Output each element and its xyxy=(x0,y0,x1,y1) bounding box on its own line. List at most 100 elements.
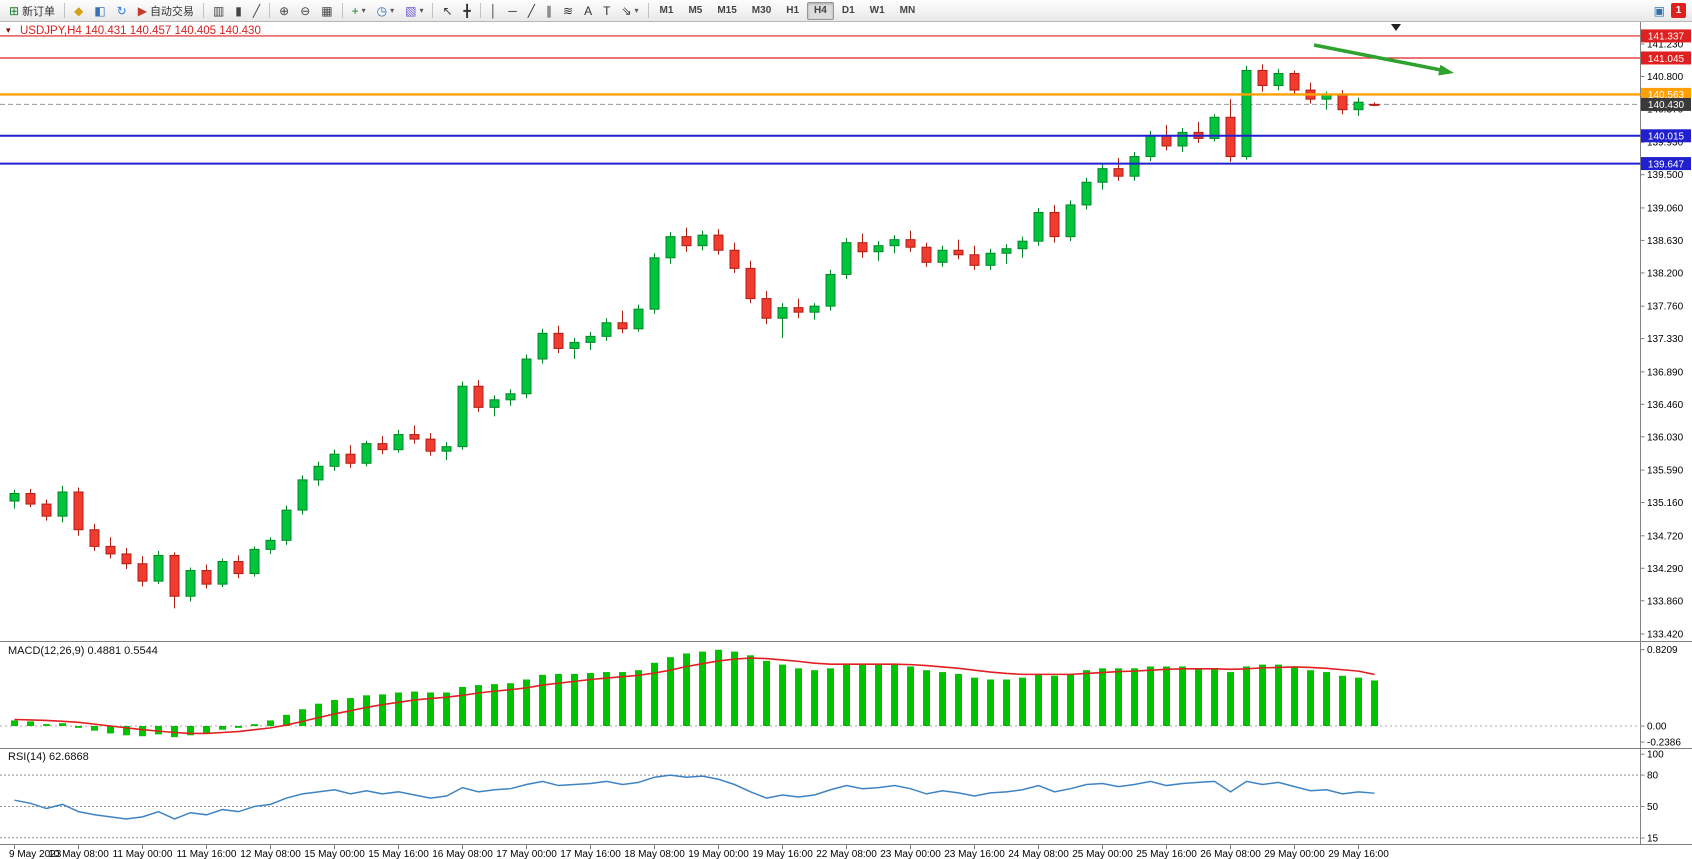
tile-windows-icon: ▦ xyxy=(321,3,333,18)
vertical-line-button[interactable]: │ xyxy=(485,2,503,20)
timeframe-m30-button[interactable]: M30 xyxy=(745,2,778,20)
toolbar-separator xyxy=(432,3,434,18)
autotrading-button-label: 自动交易 xyxy=(149,5,194,18)
candlestick-chart-icon: ▮ xyxy=(235,3,242,18)
price-tag: 141.337 xyxy=(1641,29,1691,43)
chart-candles-button[interactable]: ▮ xyxy=(230,2,247,20)
svg-text:139.060: 139.060 xyxy=(1647,203,1684,214)
arrow-annotation[interactable] xyxy=(1313,43,1454,76)
indicators-button[interactable]: + ▾ xyxy=(347,2,371,20)
svg-text:25 May 00:00: 25 May 00:00 xyxy=(1072,849,1133,859)
svg-text:139.500: 139.500 xyxy=(1647,170,1684,181)
toolbar: ⊞ 新订单 ◆ ◧ ↻ ▶ 自动交易 ▥ ▮ ╱ ⊕ ⊖ ▦ + ▾ ◷ ▾ ▧ ▾ ↖ ╋ │ ─ ╱ ∥ ≋ A T ⇘ ▾ M1 M5 M… xyxy=(0,0,1692,22)
channel-button[interactable]: ∥ xyxy=(541,2,557,20)
chart-shift-marker-icon xyxy=(1391,24,1401,31)
svg-text:25 May 16:00: 25 May 16:00 xyxy=(1136,849,1197,859)
svg-text:134.720: 134.720 xyxy=(1647,531,1684,542)
autotrading-button[interactable]: ▶ 自动交易 xyxy=(133,2,199,20)
crosshair-button[interactable]: ╋ xyxy=(459,2,476,20)
line-chart-icon: ╱ xyxy=(252,3,261,18)
cursor-button[interactable]: ↖ xyxy=(437,2,457,20)
price-axis[interactable]: 141.230140.800140.370139.930139.500139.0… xyxy=(1640,40,1684,641)
community-chat-button[interactable]: ▣ xyxy=(1649,2,1670,20)
new-order-button-label: 新订单 xyxy=(22,5,56,18)
market-watch-icon: ◧ xyxy=(94,3,106,18)
rsi-indicator-label: RSI(14) 62.6868 xyxy=(8,751,89,763)
price-tag: 140.563 xyxy=(1641,87,1691,101)
horizontal-line-button[interactable]: ─ xyxy=(503,2,522,20)
label-button[interactable]: T xyxy=(598,2,615,20)
tile-windows-button[interactable]: ▦ xyxy=(316,2,337,20)
chart-bars-button[interactable]: ▥ xyxy=(208,2,229,20)
mql5-community-button[interactable]: ◆ xyxy=(69,2,88,20)
candlestick-series xyxy=(9,64,1380,609)
chat-icon: ▣ xyxy=(1653,3,1665,18)
text-button[interactable]: A xyxy=(579,2,597,20)
svg-text:19 May 00:00: 19 May 00:00 xyxy=(688,849,749,859)
rsi-line xyxy=(14,774,1375,820)
arrows-button[interactable]: ⇘ ▾ xyxy=(616,2,643,20)
zoom-in-button[interactable]: ⊕ xyxy=(274,2,294,20)
svg-text:22 May 08:00: 22 May 08:00 xyxy=(816,849,877,859)
refresh-button[interactable]: ↻ xyxy=(112,2,132,20)
svg-text:136.460: 136.460 xyxy=(1647,400,1684,411)
macd-histogram xyxy=(11,649,1378,738)
svg-text:80: 80 xyxy=(1647,771,1659,782)
trendline-icon: ╱ xyxy=(527,3,536,18)
fibonacci-button[interactable]: ≋ xyxy=(558,2,578,20)
templates-button[interactable]: ▧ ▾ xyxy=(400,2,428,20)
svg-text:16 May 08:00: 16 May 08:00 xyxy=(432,849,493,859)
notification-badge[interactable]: 1 xyxy=(1671,3,1686,18)
price-tag: 140.015 xyxy=(1641,129,1691,143)
market-watch-button[interactable]: ◧ xyxy=(89,2,110,20)
one-click-trading-toggle[interactable]: ▾ xyxy=(6,25,11,35)
toolbar-separator xyxy=(479,3,481,18)
periods-button[interactable]: ◷ ▾ xyxy=(372,2,400,20)
new-order-button[interactable]: ⊞ 新订单 xyxy=(4,2,60,20)
autotrading-icon: ▶ xyxy=(137,3,147,18)
timeframe-m5-button[interactable]: M5 xyxy=(681,2,709,20)
svg-text:23 May 00:00: 23 May 00:00 xyxy=(880,849,941,859)
indicators-plus-icon: + xyxy=(351,3,359,18)
timeframe-m15-button[interactable]: M15 xyxy=(710,2,743,20)
bar-chart-icon: ▥ xyxy=(212,3,225,18)
toolbar-separator xyxy=(269,3,271,18)
svg-text:29 May 00:00: 29 May 00:00 xyxy=(1264,849,1325,859)
svg-text:140.015: 140.015 xyxy=(1648,132,1685,143)
trendline-button[interactable]: ╱ xyxy=(523,2,540,20)
vertical-line-icon: │ xyxy=(489,3,498,18)
svg-text:50: 50 xyxy=(1647,802,1659,813)
svg-text:135.160: 135.160 xyxy=(1647,498,1684,509)
price-tag: 139.647 xyxy=(1641,157,1691,170)
refresh-icon: ↻ xyxy=(116,3,127,18)
chart-line-button[interactable]: ╱ xyxy=(248,2,265,20)
svg-text:23 May 16:00: 23 May 16:00 xyxy=(944,849,1005,859)
toolbar-separator xyxy=(202,3,204,18)
macd-indicator-label: MACD(12,26,9) 0.4881 0.5544 xyxy=(8,645,158,657)
template-icon: ▧ xyxy=(405,3,417,18)
svg-text:136.890: 136.890 xyxy=(1647,367,1684,378)
svg-text:12 May 08:00: 12 May 08:00 xyxy=(240,849,301,859)
macd-axis: 0.8209 0.00 -0.2386 xyxy=(1640,645,1681,749)
toolbar-separator xyxy=(647,3,649,18)
svg-text:140.430: 140.430 xyxy=(1648,100,1685,111)
svg-text:0.00: 0.00 xyxy=(1647,722,1667,733)
svg-text:24 May 08:00: 24 May 08:00 xyxy=(1008,849,1069,859)
timeframe-h4-button[interactable]: H4 xyxy=(807,1,834,20)
svg-text:139.647: 139.647 xyxy=(1648,159,1685,170)
svg-text:141.337: 141.337 xyxy=(1648,32,1685,43)
dropdown-arrow-icon: ▾ xyxy=(390,6,395,15)
dropdown-arrow-icon: ▾ xyxy=(361,6,366,15)
timeframe-m1-button[interactable]: M1 xyxy=(653,2,681,20)
timeframe-h1-button[interactable]: H1 xyxy=(779,2,806,20)
mql5-hat-icon: ◆ xyxy=(74,3,84,18)
dropdown-arrow-icon: ▾ xyxy=(634,6,639,15)
toolbar-separator xyxy=(341,3,343,18)
svg-text:11 May 16:00: 11 May 16:00 xyxy=(177,849,237,859)
timeframe-mn-button[interactable]: MN xyxy=(893,2,923,20)
zoom-out-button[interactable]: ⊖ xyxy=(295,2,315,20)
timeframe-d1-button[interactable]: D1 xyxy=(835,2,862,20)
timeframe-w1-button[interactable]: W1 xyxy=(863,2,892,20)
